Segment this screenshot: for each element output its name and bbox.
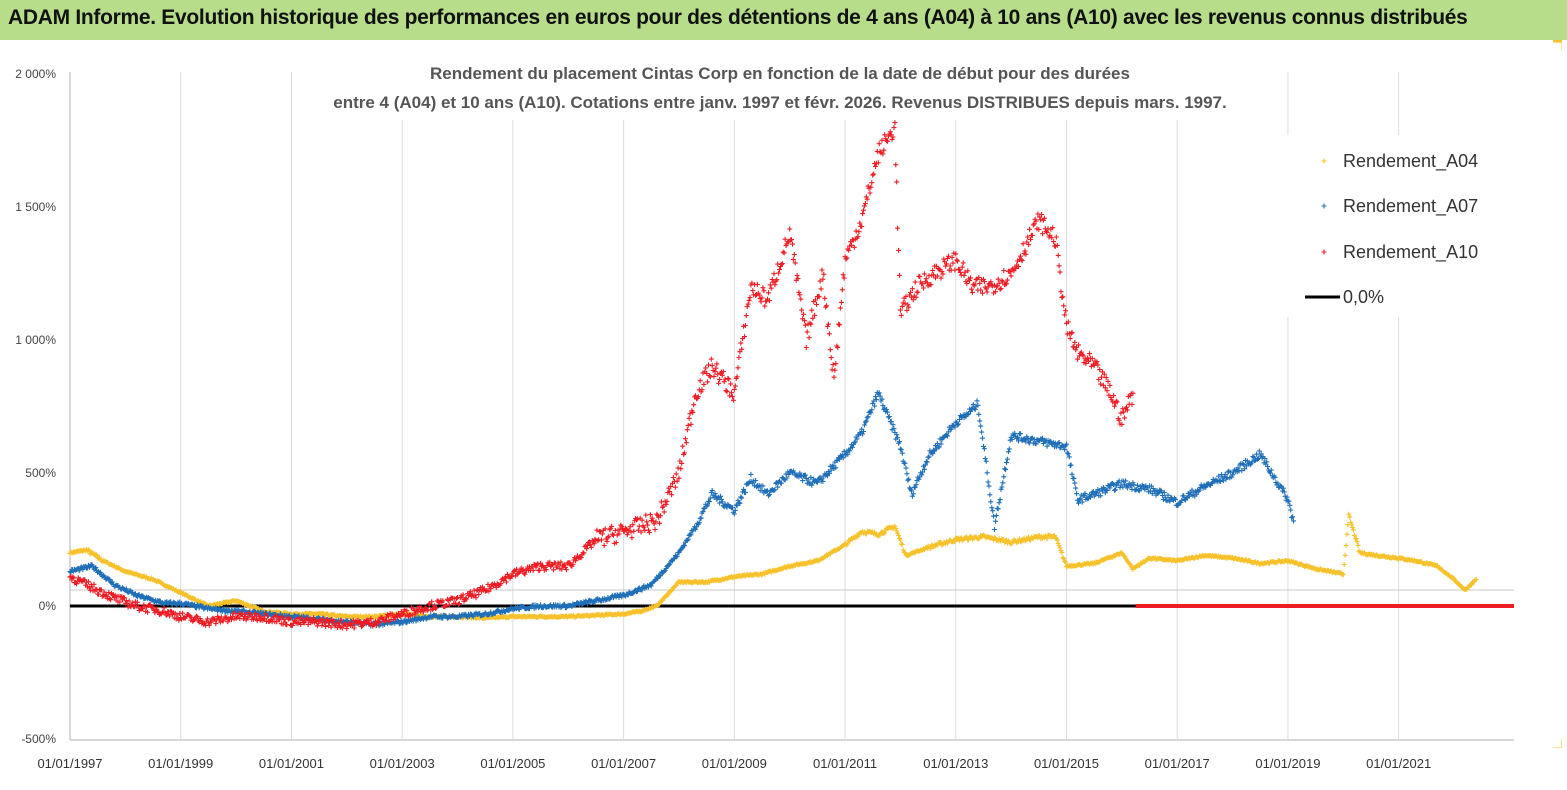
chart-title-line-1: Rendement du placement Cintas Corp en fo…: [430, 64, 1130, 83]
data-point: [1057, 545, 1063, 551]
legend-label: Rendement_A04: [1343, 151, 1478, 172]
data-point: [893, 526, 899, 531]
data-point: [1059, 550, 1065, 556]
data-point: [1060, 555, 1066, 561]
data-point: [855, 533, 861, 539]
data-point: [881, 530, 887, 536]
data-point: [899, 541, 905, 547]
legend-label: Rendement_A07: [1343, 196, 1478, 217]
corner-marker-top-right: [1553, 40, 1562, 50]
data-point: [1054, 537, 1060, 543]
data-point: [1036, 532, 1042, 538]
data-point: [1061, 556, 1067, 562]
y-tick-label: 500%: [25, 466, 56, 480]
x-tick-label: 01/01/2003: [370, 756, 435, 771]
legend-item: Rendement_A07: [1321, 196, 1478, 217]
data-point: [896, 532, 902, 538]
data-point: [902, 549, 908, 555]
data-point: [1044, 536, 1050, 542]
y-tick-label: 1 500%: [15, 200, 56, 214]
y-tick-labels: -500% 0% 500% 1 000% 1 500% 2 000%: [15, 67, 56, 746]
data-point: [1009, 540, 1015, 546]
data-point: [1042, 533, 1048, 539]
chart-title-line-2: entre 4 (A04) et 10 ans (A10). Cotations…: [333, 93, 1227, 112]
data-point: [86, 547, 91, 553]
data-series: [67, 120, 1514, 632]
data-point: [882, 530, 888, 536]
data-point: [1127, 561, 1133, 567]
data-point: [845, 540, 851, 546]
y-tick-label: 1 000%: [15, 333, 56, 347]
data-point: [897, 537, 903, 543]
gridlines: [69, 72, 1514, 739]
data-point: [928, 545, 934, 551]
x-tick-label: 01/01/2013: [923, 756, 988, 771]
x-tick-label: 01/01/2005: [480, 756, 545, 771]
axes: [69, 72, 1514, 741]
legend-item: Rendement_A10: [1321, 242, 1478, 263]
legend-label: 0,0%: [1343, 287, 1384, 307]
y-tick-label: -500%: [21, 732, 56, 746]
x-tick-label: 01/01/2019: [1255, 756, 1320, 771]
corner-marker-bottom-right: [1553, 739, 1562, 748]
x-tick-label: 01/01/2009: [702, 756, 767, 771]
x-tick-labels: 01/01/1997 01/01/1999 01/01/2001 01/01/2003…: [37, 756, 1431, 771]
data-point: [94, 552, 100, 558]
data-point: [1126, 560, 1132, 566]
report-title: ADAM Informe. Evolution historique des p…: [8, 6, 1468, 29]
y-tick-label: 0%: [39, 599, 57, 613]
x-tick-label: 01/01/1999: [148, 756, 213, 771]
data-point: [93, 552, 99, 557]
report-banner: ADAM Informe. Evolution historique des p…: [0, 0, 1567, 41]
y-tick-label: 2 000%: [15, 67, 56, 81]
data-point: [97, 554, 102, 560]
x-tick-label: 01/01/2015: [1034, 756, 1099, 771]
data-point: [877, 532, 883, 538]
x-tick-label: 01/01/2007: [591, 756, 656, 771]
x-tick-label: 01/01/2001: [259, 756, 324, 771]
x-tick-label: 01/01/1997: [37, 756, 102, 771]
x-tick-label: 01/01/2017: [1145, 756, 1210, 771]
legend: Rendement_A04 Rendement_A07 Rendement_A10 0…: [1280, 135, 1512, 317]
data-point: [1055, 540, 1061, 546]
data-point: [656, 602, 662, 607]
legend-item: Rendement_A04: [1321, 151, 1478, 172]
data-point: [673, 583, 679, 589]
data-point: [1063, 559, 1069, 565]
data-point: [952, 538, 958, 544]
legend-label: Rendement_A10: [1343, 242, 1478, 263]
data-point: [664, 593, 670, 599]
x-tick-label: 01/01/2021: [1366, 756, 1431, 771]
series-rendement-a04: [67, 511, 1479, 621]
data-point: [1052, 535, 1058, 540]
x-tick-label: 01/01/2011: [813, 756, 877, 771]
data-point: [657, 601, 663, 607]
chart-title-block: Rendement du placement Cintas Corp en fo…: [312, 52, 1287, 120]
data-point: [992, 535, 997, 540]
performance-chart: -500% 0% 500% 1 000% 1 500% 2 000% 01/01/1997…: [0, 40, 1567, 790]
